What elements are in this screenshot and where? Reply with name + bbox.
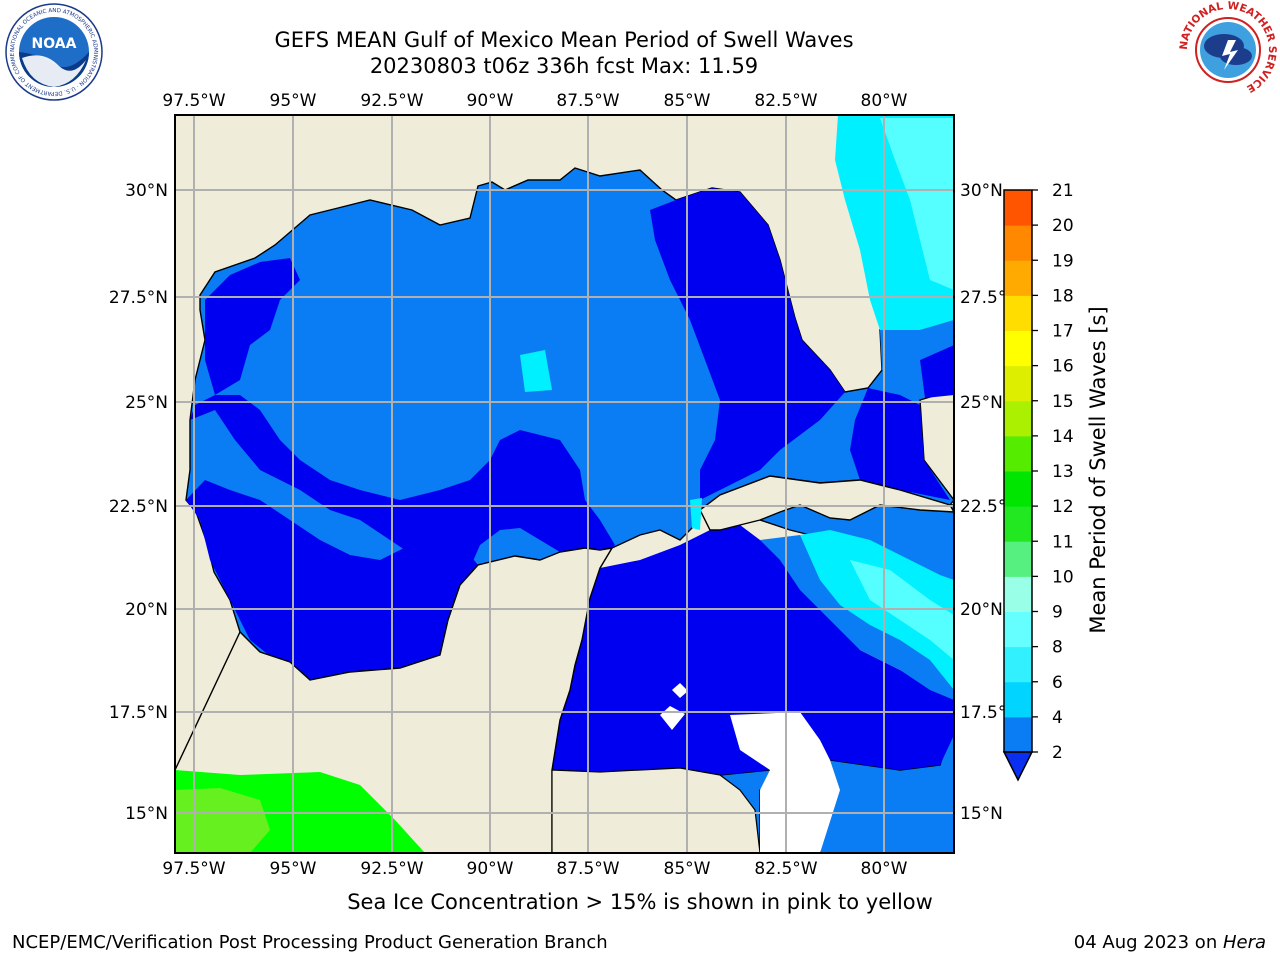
colorbar-block: [1004, 681, 1032, 718]
lat-label-right: 25°N: [960, 393, 1003, 413]
colorbar-tick-label: 11: [1052, 532, 1074, 552]
colorbar-blocks: [1004, 190, 1032, 753]
lon-label-top: 85°W: [664, 91, 711, 111]
lon-label-top: 82.5°W: [754, 91, 817, 111]
chart-title: GEFS MEAN Gulf of Mexico Mean Period of …: [274, 28, 854, 52]
footer-date-text: 04 Aug 2023 on: [1073, 932, 1223, 953]
colorbar-tick-label: 16: [1052, 357, 1074, 377]
grid-lines: [175, 115, 954, 853]
colorbar-tick-label: 20: [1052, 216, 1074, 236]
colorbar-tick-label: 6: [1052, 673, 1063, 693]
swell-band-low-florida-strait: [850, 388, 950, 500]
gulf-swell-speckle: [520, 350, 552, 392]
lon-label-top: 90°W: [467, 91, 514, 111]
lat-label-right: 15°N: [960, 804, 1003, 824]
map-frame: [174, 114, 955, 854]
colorbar-tick-label: 10: [1052, 567, 1074, 587]
lon-label-bottom: 97.5°W: [162, 859, 225, 879]
colorbar-tick-label: 4: [1052, 708, 1063, 728]
lat-label-right: 20°N: [960, 600, 1003, 620]
lon-label-top: 95°W: [270, 91, 317, 111]
colorbar-tick-label: 14: [1052, 427, 1074, 447]
footer-credit: NCEP/EMC/Verification Post Processing Pr…: [12, 932, 608, 953]
swell-band-low-north: [205, 258, 300, 395]
lon-label-top: 87.5°W: [556, 91, 619, 111]
lat-label-left: 25°N: [125, 393, 168, 413]
colorbar-tick-label: 2: [1052, 743, 1063, 763]
noaa-logo: NOAA NATIONAL OCEANIC AND ATMOSPHERIC AD…: [4, 2, 103, 101]
lat-axis-left: 30°N 27.5°N 25°N 22.5°N 20°N 17.5°N 15°N: [109, 181, 168, 824]
missing-data-patch-2: [672, 683, 688, 698]
colorbar-block: [1004, 506, 1032, 542]
colorbar-tick-label: 15: [1052, 392, 1074, 412]
lon-label-bottom: 82.5°W: [754, 859, 817, 879]
colorbar-tick-label: 21: [1052, 181, 1074, 201]
colorbar-block: [1004, 295, 1032, 331]
central-america-land: [551, 767, 761, 853]
colorbar: 2 4 6 8 9 10 11 12 13 14 15 16 17 18 19 20 21: [1002, 181, 1074, 782]
colorbar-tick-label: 13: [1052, 462, 1074, 482]
colorbar-block: [1004, 716, 1032, 753]
colorbar-tick-label: 9: [1052, 603, 1063, 623]
lat-label-left: 15°N: [125, 804, 168, 824]
colorbar-block: [1004, 576, 1032, 612]
lon-label-bottom: 92.5°W: [360, 859, 423, 879]
colorbar-block: [1004, 400, 1032, 437]
lon-label-bottom: 95°W: [270, 859, 317, 879]
colorbar-block: [1004, 190, 1032, 226]
map-plot: [175, 115, 954, 853]
lat-label-left: 30°N: [125, 181, 168, 201]
lon-label-bottom: 87.5°W: [556, 859, 619, 879]
chart-subtitle: 20230803 t06z 336h fcst Max: 11.59: [369, 54, 759, 78]
swell-band-low-east: [650, 188, 845, 500]
pacific-swell-higher: [175, 788, 270, 853]
atlantic-swell-mid: [880, 320, 954, 390]
lat-label-left: 27.5°N: [109, 288, 168, 308]
lon-label-bottom: 90°W: [467, 859, 514, 879]
footer-date: 04 Aug 2023 on Hera: [1074, 932, 1266, 953]
colorbar-block: [1004, 471, 1032, 507]
colorbar-block: [1004, 225, 1032, 261]
swell-band-low-southwest: [186, 480, 478, 680]
colorbar-extend-arrow: [1002, 751, 1034, 782]
atlantic-swell-low: [920, 345, 954, 398]
lon-axis-bottom: 97.5°W 95°W 92.5°W 90°W 87.5°W 85°W 82.5…: [162, 859, 907, 879]
lat-label-left: 17.5°N: [109, 703, 168, 723]
lat-label-right: 30°N: [960, 181, 1003, 201]
colorbar-block: [1004, 260, 1032, 296]
colorbar-block: [1004, 330, 1032, 367]
lat-label-left: 20°N: [125, 600, 168, 620]
colorbar-tick-label: 12: [1052, 497, 1074, 517]
lon-label-top: 97.5°W: [162, 91, 225, 111]
swell-band-medium-caribbean: [760, 535, 954, 700]
colorbar-ticks: 2 4 6 8 9 10 11 12 13 14 15 16 17 18 19 20 21: [1032, 181, 1074, 763]
colorbar-block: [1004, 365, 1032, 402]
nws-logo: NATIONAL WEATHER SERVICE: [1178, 0, 1278, 98]
colorbar-tick-label: 19: [1052, 251, 1074, 271]
lat-label-left: 22.5°N: [109, 497, 168, 517]
colorbar-tick-label: 18: [1052, 286, 1074, 306]
colorbar-block: [1004, 435, 1032, 472]
colorbar-tick-label: 8: [1052, 638, 1063, 658]
colorbar-block: [1004, 611, 1032, 648]
lon-label-top: 80°W: [861, 91, 908, 111]
footer-machine: Hera: [1222, 932, 1266, 953]
sea-ice-note: Sea Ice Concentration > 15% is shown in …: [347, 890, 933, 914]
lon-label-top: 92.5°W: [360, 91, 423, 111]
lon-label-bottom: 80°W: [861, 859, 908, 879]
atlantic-swell-higher: [880, 118, 954, 290]
colorbar-tick-label: 17: [1052, 322, 1074, 342]
lon-axis-top: 97.5°W 95°W 92.5°W 90°W 87.5°W 85°W 82.5…: [162, 91, 907, 111]
noaa-wordmark: NOAA: [32, 36, 77, 52]
colorbar-block: [1004, 646, 1032, 683]
colorbar-label: Mean Period of Swell Waves [s]: [1086, 306, 1110, 634]
colorbar-block: [1004, 541, 1032, 577]
swell-band-low-west: [190, 395, 615, 575]
lon-label-bottom: 85°W: [664, 859, 711, 879]
